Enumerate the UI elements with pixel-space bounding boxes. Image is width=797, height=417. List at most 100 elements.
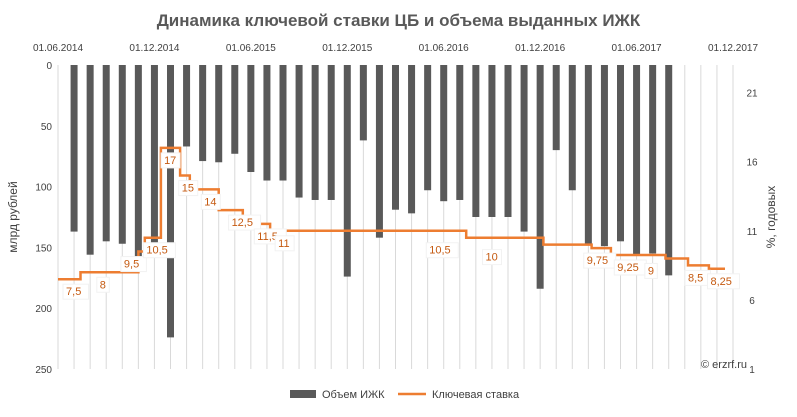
- axes: 01.06.2014 01.12.2014 01.06.2015 01.12.2015…: [6, 43, 778, 376]
- bar: [359, 65, 367, 141]
- bar: [167, 65, 174, 338]
- bar: [118, 65, 126, 244]
- rate-label-bg: [160, 152, 181, 169]
- bar: [568, 65, 576, 191]
- bar: [408, 65, 416, 214]
- bar: [536, 65, 544, 289]
- bar: [375, 65, 383, 238]
- bar: [504, 65, 512, 217]
- rate-label: 10: [486, 252, 498, 264]
- rate-label: 15: [182, 183, 194, 195]
- bar: [343, 65, 351, 277]
- bar: [488, 65, 496, 217]
- credit-text: © erzrf.ru: [701, 359, 747, 371]
- rate-label-bg: [142, 242, 176, 259]
- rate-label: 17: [164, 155, 176, 167]
- bar: [134, 65, 142, 264]
- bar: [247, 65, 255, 173]
- bar: [456, 65, 464, 200]
- bar: [263, 65, 271, 181]
- left-tick-label: 0: [46, 61, 52, 72]
- bar: [520, 65, 528, 232]
- rate-label: 10,5: [429, 245, 450, 257]
- bar: [440, 65, 448, 202]
- bar: [102, 65, 110, 242]
- rate-label: 8,5: [688, 272, 703, 284]
- bar: [472, 65, 480, 217]
- bar: [584, 65, 592, 244]
- rate-label-bg: [62, 283, 90, 300]
- rate-label-bg: [228, 214, 262, 231]
- right-tick-label: 1: [749, 365, 755, 376]
- left-tick-label: 250: [35, 365, 52, 376]
- rate-label-bg: [120, 256, 147, 273]
- rate-label: 11: [278, 238, 289, 250]
- rate-label-bg: [707, 273, 740, 290]
- rate-label: 12,5: [232, 217, 253, 229]
- right-axis-title: %, годовых: [764, 186, 778, 249]
- x-tick-label: 01.12.2017: [708, 43, 758, 54]
- bar: [665, 65, 673, 276]
- rate-label: 11,5: [257, 231, 278, 243]
- bar: [215, 65, 223, 163]
- rate-label-bg: [178, 180, 199, 197]
- left-tick-label: 150: [35, 243, 52, 254]
- bar: [311, 65, 319, 200]
- right-tick-label: 16: [746, 158, 758, 169]
- bar: [86, 65, 94, 255]
- bar: [150, 65, 158, 247]
- left-tick-label: 100: [35, 183, 52, 194]
- rate-data-labels: 7,5 8 9,5 10,5 17 15 14 12,5 11,511 10,5 10 9,75 9,2…: [62, 152, 740, 300]
- rate-label: 9,75: [587, 255, 608, 267]
- rate-label: 8,25: [711, 276, 732, 288]
- rate-label: 9,5: [124, 259, 139, 271]
- rate-label-bg: [425, 242, 459, 259]
- rate-label-bg: [482, 249, 502, 266]
- rate-label: 9: [648, 265, 654, 277]
- rate-label-bg: [274, 235, 295, 252]
- bar-series-izhk: [70, 65, 673, 338]
- chart-title: Динамика ключевой ставки ЦБ и объема выд…: [156, 11, 641, 30]
- right-tick-label: 21: [746, 89, 758, 100]
- bar: [70, 65, 78, 232]
- x-tick-label: 01.06.2015: [226, 43, 276, 54]
- x-tick-label: 01.06.2016: [419, 43, 469, 54]
- bar: [295, 65, 303, 198]
- legend-bar-swatch: [290, 390, 316, 398]
- bar: [649, 65, 657, 254]
- left-tick-label: 200: [35, 304, 52, 315]
- rate-label-bg: [96, 276, 110, 293]
- rate-label: 10,5: [146, 245, 167, 257]
- bar: [424, 65, 432, 191]
- bar: [279, 65, 287, 181]
- x-tick-label: 01.12.2014: [129, 43, 179, 54]
- bar: [231, 65, 239, 154]
- legend: Объем ИЖК Ключевая ставка: [290, 389, 520, 401]
- bar: [199, 65, 207, 162]
- bar: [617, 65, 624, 242]
- bar: [600, 65, 608, 247]
- bar: [392, 65, 399, 210]
- right-tick-label: 11: [747, 227, 758, 238]
- rate-label-bg: [644, 262, 658, 279]
- rate-label: 9,25: [617, 262, 638, 274]
- legend-label-key-rate: Ключевая ставка: [432, 389, 520, 401]
- x-tick-label: 01.06.2017: [612, 43, 662, 54]
- x-tick-label: 01.12.2015: [322, 43, 372, 54]
- bar: [183, 65, 191, 147]
- x-tick-label: 01.12.2016: [515, 43, 565, 54]
- bar: [633, 65, 641, 256]
- rate-label: 14: [204, 196, 216, 208]
- rate-label-bg: [200, 193, 221, 210]
- left-axis-title: млрд рублей: [6, 181, 20, 252]
- bar: [552, 65, 560, 151]
- x-tick-label: 01.06.2014: [33, 43, 83, 54]
- legend-label-izhk: Объем ИЖК: [322, 389, 385, 401]
- rate-label: 8: [100, 279, 106, 291]
- rate-label: 7,5: [66, 286, 81, 298]
- left-tick-label: 50: [41, 122, 53, 133]
- bar: [327, 65, 335, 200]
- right-tick-label: 6: [749, 296, 755, 307]
